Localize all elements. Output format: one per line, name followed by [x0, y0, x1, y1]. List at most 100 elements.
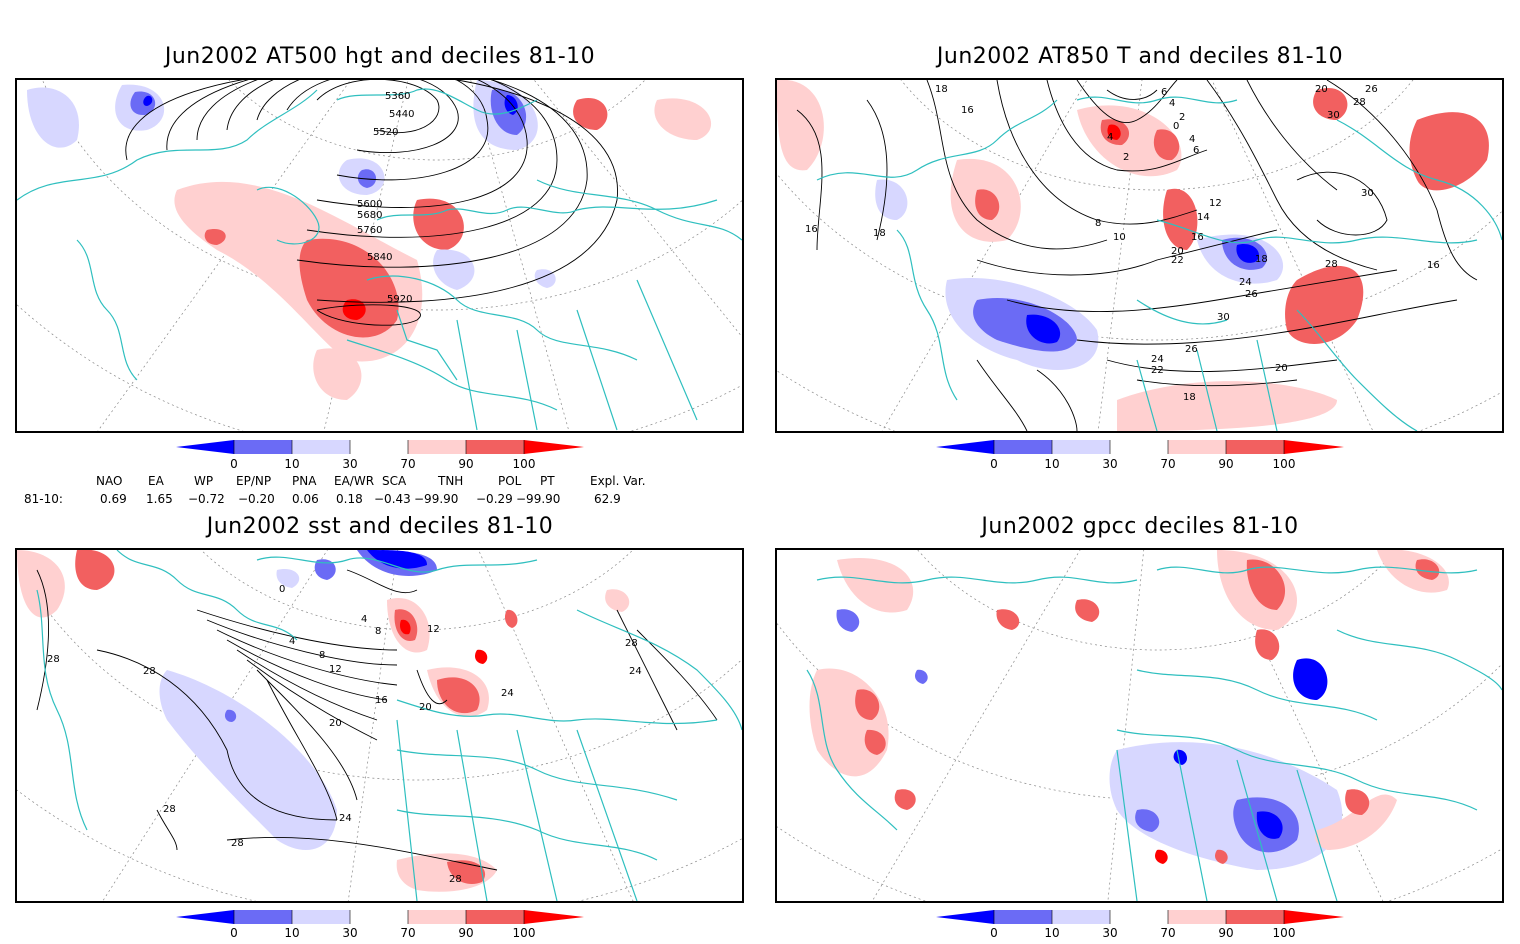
- index-value: 0.06: [292, 492, 319, 506]
- colorbar-tick-label: 30: [1102, 457, 1117, 471]
- contour-label: 20: [1315, 84, 1328, 95]
- contour-label: 18: [1255, 254, 1268, 265]
- colorbar-segment: [936, 910, 994, 924]
- contour-label: 28: [1353, 97, 1366, 108]
- contour-label: 5360: [385, 91, 410, 102]
- colorbar-segment: [176, 440, 234, 454]
- temperature-contours: [796, 80, 1478, 431]
- index-value: −0.29: [476, 492, 513, 506]
- contour-label: 28: [625, 638, 638, 649]
- contour-label: 24: [1239, 277, 1252, 288]
- contour-label: 28: [47, 654, 60, 665]
- colorbar-segment: [466, 440, 524, 454]
- contour-labels: 18 16 6 4 2 0 4 6 2 4 20 26 28 30 8 10 1…: [805, 84, 1440, 403]
- index-value: −99.90: [516, 492, 561, 506]
- index-value: −0.43: [374, 492, 411, 506]
- map-at850-canvas: 18 16 6 4 2 0 4 6 2 4 20 26 28 30 8 10 1…: [777, 80, 1502, 431]
- colorbar-tick-label: 0: [990, 457, 998, 471]
- contour-label: 26: [1365, 84, 1378, 95]
- contour-labels: 5360 5440 5520 5600 5680 5760 5840 5920: [357, 91, 414, 305]
- contour-label: 30: [1361, 188, 1374, 199]
- contour-label: 2: [1123, 152, 1129, 163]
- contour-label: 18: [1183, 392, 1196, 403]
- contour-label: 5760: [357, 225, 382, 236]
- contour-label: 16: [961, 105, 974, 116]
- contour-label: 20: [419, 702, 432, 713]
- colorbar-tick-label: 0: [230, 926, 238, 940]
- colorbar-tick-label: 100: [513, 926, 536, 940]
- contour-label: 20: [1275, 363, 1288, 374]
- contour-label: 28: [449, 874, 462, 885]
- decile-shading: [17, 550, 630, 892]
- coastlines: [806, 566, 1502, 901]
- contour-labels: 28 28 4 8 12 16 20 24 28 28 24 20 28 0 4…: [47, 584, 642, 885]
- contour-label: 16: [1191, 232, 1204, 243]
- decile-shading: [809, 550, 1449, 870]
- colorbar-top-right: 0 10 30 70 90 100: [936, 440, 1346, 472]
- colorbar-segment: [234, 910, 292, 924]
- index-header: NAO: [96, 474, 123, 488]
- index-header: SCA: [382, 474, 407, 488]
- contour-label: 4: [289, 636, 295, 647]
- index-value: 1.65: [146, 492, 173, 506]
- index-value: −0.72: [188, 492, 225, 506]
- index-value: 0.69: [100, 492, 127, 506]
- index-row-label: 81-10:: [24, 492, 63, 506]
- contour-label: 18: [935, 84, 948, 95]
- colorbar-segment: [350, 440, 408, 454]
- index-header: POL: [498, 474, 522, 488]
- colorbar-tick-label: 30: [1102, 926, 1117, 940]
- index-header: TNH: [438, 474, 464, 488]
- colorbar-tick-label: 0: [990, 926, 998, 940]
- contour-label: 12: [427, 624, 440, 635]
- contour-label: 6: [1193, 145, 1199, 156]
- colorbar-segment: [176, 910, 234, 924]
- contour-label: 4: [1107, 132, 1113, 143]
- contour-label: 28: [143, 666, 156, 677]
- contour-label: 5440: [389, 109, 414, 120]
- map-at500-hgt: 5360 5440 5520 5600 5680 5760 5840 5920: [15, 78, 744, 433]
- colorbar-tick-label: 70: [1160, 926, 1175, 940]
- map-at850-t: 18 16 6 4 2 0 4 6 2 4 20 26 28 30 8 10 1…: [775, 78, 1504, 433]
- colorbar-tick-label: 90: [458, 457, 473, 471]
- colorbar-segment: [408, 910, 466, 924]
- decile-shading: [777, 80, 1489, 431]
- contour-label: 5920: [387, 294, 412, 305]
- colorbar-segment: [466, 910, 524, 924]
- colorbar-tick-label: 90: [1218, 926, 1233, 940]
- colorbar-tick-label: 10: [284, 457, 299, 471]
- contour-label: 4: [1189, 134, 1195, 145]
- contour-label: 12: [1209, 198, 1222, 209]
- contour-label: 2: [1179, 112, 1185, 123]
- contour-label: 18: [873, 228, 886, 239]
- colorbar-bottom-left: 0 10 30 70 90 100: [176, 910, 586, 940]
- contour-label: 24: [339, 813, 352, 824]
- coastlines: [17, 88, 742, 431]
- contour-label: 28: [1325, 259, 1338, 270]
- colorbar-tick-label: 90: [1218, 457, 1233, 471]
- decile-shading: [27, 80, 712, 400]
- contour-label: 20: [329, 718, 342, 729]
- contour-label: 8: [319, 650, 325, 661]
- contour-label: 5600: [357, 199, 382, 210]
- colorbar-segment: [1052, 910, 1110, 924]
- index-value: 62.9: [594, 492, 621, 506]
- colorbar-tick-label: 100: [1273, 457, 1296, 471]
- sst-contours: [36, 569, 718, 871]
- colorbar-tick-label: 90: [458, 926, 473, 940]
- contour-label: 4: [1169, 98, 1175, 109]
- colorbar-segment: [1110, 910, 1168, 924]
- colorbar-segment: [524, 440, 584, 454]
- index-header: EP/NP: [236, 474, 272, 488]
- colorbar-segment: [1226, 440, 1284, 454]
- colorbar-segment: [1284, 440, 1344, 454]
- colorbar-segment: [234, 440, 292, 454]
- colorbar-tick-label: 10: [1044, 457, 1059, 471]
- contour-label: 6: [1161, 87, 1167, 98]
- graticule: [777, 80, 1502, 431]
- index-header: PNA: [292, 474, 317, 488]
- index-value: −0.20: [238, 492, 275, 506]
- colorbar-segment: [1168, 440, 1226, 454]
- contour-label: 16: [805, 224, 818, 235]
- map-at500-canvas: 5360 5440 5520 5600 5680 5760 5840 5920: [17, 80, 742, 431]
